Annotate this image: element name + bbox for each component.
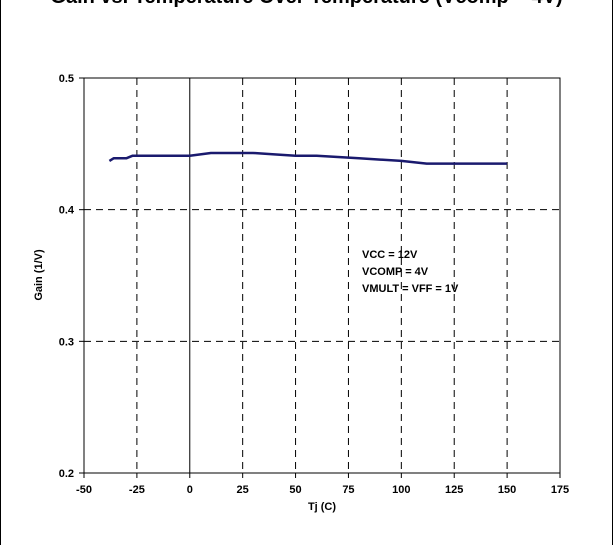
x-tick-label: 100 <box>392 484 410 496</box>
x-tick-label: -25 <box>129 484 145 496</box>
x-tick-label: 50 <box>289 484 301 496</box>
x-axis-ticks: -50 -25 0 25 50 75 100 125 150 175 <box>76 473 569 496</box>
x-tick-label: 75 <box>342 484 354 496</box>
annotation-vmult-vff: VMULT = VFF = 1V <box>362 283 459 295</box>
grid-lines <box>84 78 560 473</box>
y-tick-label: 0.2 <box>59 468 74 480</box>
x-tick-label: 125 <box>445 484 463 496</box>
plot-area-border <box>83 77 561 474</box>
x-tick-label: 175 <box>551 484 569 496</box>
y-tick-label: 0.4 <box>59 205 75 217</box>
y-axis-ticks: 0.2 0.3 0.4 0.5 <box>59 73 84 480</box>
y-axis-label: Gain (1/V) <box>33 249 45 301</box>
annotation-vcc: VCC = 12V <box>362 249 418 261</box>
chart-title: Gain vs. Temperature Over Temperature (V… <box>0 0 613 9</box>
y-tick-label: 0.3 <box>59 336 74 348</box>
series-line <box>108 151 508 165</box>
x-tick-label: 150 <box>498 484 516 496</box>
x-axis-label: Tj (C) <box>308 501 336 513</box>
annotation-vcomp: VCOMP = 4V <box>362 266 429 278</box>
x-tick-label: 0 <box>187 484 193 496</box>
x-tick-label: -50 <box>76 484 92 496</box>
y-tick-label: 0.5 <box>59 73 74 85</box>
x-tick-label: 25 <box>237 484 249 496</box>
